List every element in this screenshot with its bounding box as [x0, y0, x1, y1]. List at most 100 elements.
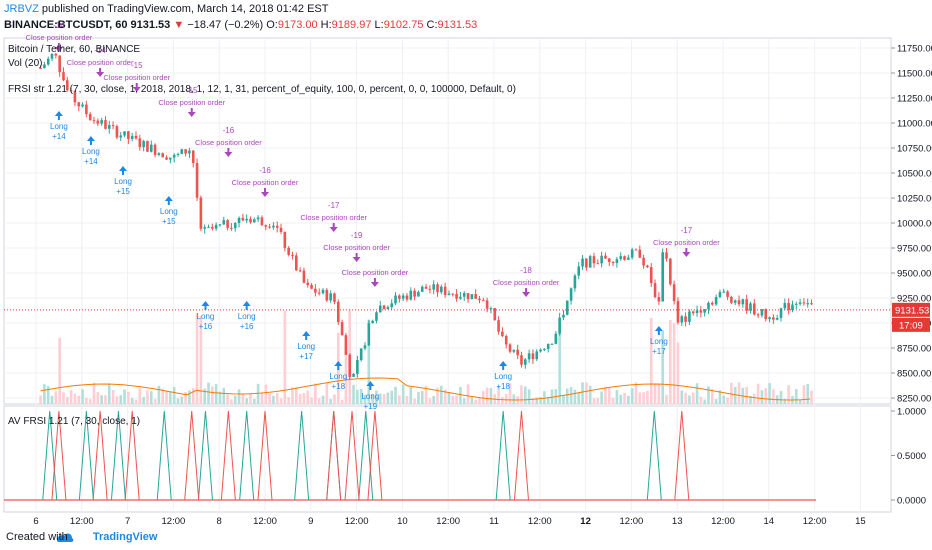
- axes: 11750.00 11500.00 11250.00 11000.00 10750.00…: [33, 44, 932, 528]
- candle-body: [531, 353, 535, 360]
- volume-bar: [344, 344, 348, 404]
- candle-body: [123, 131, 126, 136]
- volume-bar: [512, 394, 516, 404]
- volume-bar: [672, 323, 676, 404]
- candle-body: [146, 140, 149, 152]
- close-label: C:: [426, 19, 438, 31]
- candle-body: [428, 288, 432, 290]
- volume-ma-line: [40, 377, 811, 401]
- candle-body: [726, 291, 729, 297]
- candle-body: [627, 257, 630, 260]
- volume-bar: [573, 389, 577, 404]
- osc-tick-label: 1.0000: [897, 407, 926, 418]
- candle-body: [661, 252, 664, 302]
- long-qty: +18: [331, 382, 345, 391]
- volume-bar: [478, 397, 481, 404]
- candle-body: [218, 224, 222, 226]
- candle-body: [436, 284, 439, 293]
- candle-body: [546, 343, 550, 350]
- volume-bar: [466, 384, 470, 404]
- grid: [3, 37, 892, 513]
- candle-body: [569, 288, 573, 301]
- volume-bar: [142, 396, 145, 404]
- candle-body: [676, 301, 680, 323]
- candle-body: [455, 293, 458, 299]
- volume-bar: [810, 390, 813, 404]
- volume-bar: [470, 396, 474, 404]
- volume-bar: [230, 399, 233, 404]
- oscillator-red-spike: [92, 410, 108, 501]
- volume-bar: [245, 398, 248, 404]
- volume-bar: [85, 397, 88, 404]
- time-tick-label: 7: [125, 516, 130, 527]
- oscillator-green-spike: [78, 410, 94, 501]
- pair-label: Bitcoin / Tether, 60, BINANCE: [8, 44, 140, 55]
- candle-body: [69, 90, 73, 92]
- volume-bar: [46, 385, 50, 404]
- candle-body: [474, 294, 477, 299]
- candle-body: [207, 226, 210, 228]
- volume-bar: [669, 320, 672, 404]
- candle-body: [711, 302, 714, 305]
- volume-bar: [649, 317, 653, 404]
- candle-body: [356, 360, 359, 374]
- candle-body: [783, 303, 787, 309]
- candle-body: [363, 345, 367, 349]
- volume-bar: [630, 388, 634, 404]
- candle-body: [401, 295, 405, 299]
- author-name[interactable]: JRBVZ: [4, 3, 39, 15]
- candle-body: [294, 255, 298, 271]
- volume-bar: [138, 388, 142, 404]
- high-label: H:: [320, 19, 332, 31]
- candle-body: [237, 217, 241, 223]
- close-qty: -15: [131, 61, 143, 70]
- volume-bar: [417, 391, 420, 404]
- long-label: Long: [329, 372, 347, 381]
- vol-label: Vol (20): [8, 58, 42, 69]
- close-label: Close position order: [103, 73, 170, 82]
- indicator-label: AV FRSI 1.21 (7, 30, close, 1): [8, 416, 140, 427]
- close-arrow-icon: [187, 108, 196, 117]
- volume-bar: [291, 387, 294, 404]
- volume-bar: [714, 399, 718, 404]
- volume-bar: [88, 399, 92, 404]
- long-qty: +15: [162, 217, 176, 226]
- volume-bar: [642, 392, 645, 404]
- candle-body: [62, 72, 65, 81]
- volume-bar: [527, 389, 531, 404]
- close-label: Close position order: [300, 213, 367, 222]
- candle-body: [230, 227, 233, 229]
- candle-body: [161, 153, 165, 158]
- candle-body: [577, 266, 581, 276]
- volume-bar: [333, 394, 336, 404]
- candle-body: [253, 219, 256, 223]
- volume-bar: [58, 337, 61, 404]
- candle-body: [287, 247, 290, 255]
- candle-body: [508, 344, 512, 352]
- candle-body: [184, 149, 187, 154]
- volume-bar: [161, 388, 165, 404]
- long-arrow-icon: [54, 111, 63, 120]
- volume-bar: [745, 386, 748, 404]
- last-price: 9131.53: [130, 19, 171, 31]
- tradingview-brand[interactable]: TradingView: [92, 531, 158, 543]
- time-tick-label: 12:00: [711, 516, 735, 527]
- volume-bar: [806, 383, 810, 404]
- created-with-text: Created with: [6, 531, 68, 543]
- long-label: Long: [160, 207, 178, 216]
- candle-body: [188, 150, 191, 154]
- close-qty: -16: [223, 126, 235, 135]
- volume-bar: [688, 395, 691, 404]
- candle-body: [298, 270, 302, 272]
- long-label: Long: [650, 337, 668, 346]
- price-tick-label: 11250.00: [897, 94, 932, 105]
- candle-body: [466, 293, 470, 300]
- candle-body: [149, 144, 153, 152]
- volume-bar: [302, 392, 306, 404]
- candle-body: [451, 293, 455, 295]
- close-label: Close position order: [67, 58, 134, 67]
- candle-body: [54, 53, 58, 56]
- candle-body: [378, 305, 382, 313]
- open-value: 9173.00: [277, 19, 318, 31]
